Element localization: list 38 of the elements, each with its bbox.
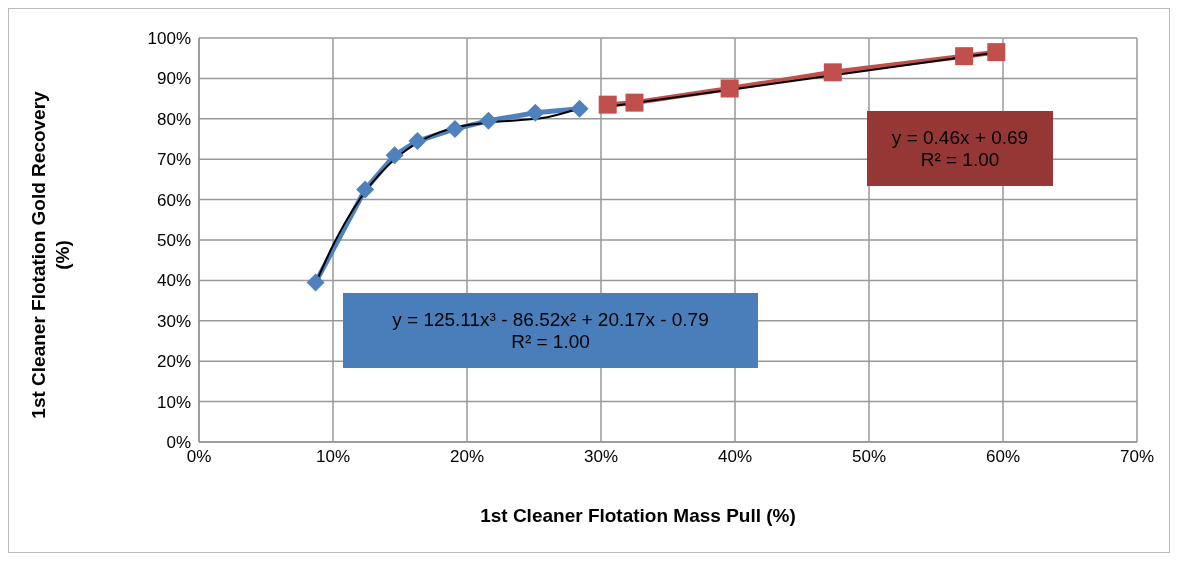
x-tick-label: 50% [851,447,887,467]
x-tick-label: 0% [186,447,212,467]
point [570,99,589,118]
point [598,95,617,114]
point [479,111,498,130]
point [625,93,644,112]
y-tick-label: 50% [156,231,191,251]
point [445,119,464,138]
y-tick-label: 70% [156,150,191,170]
y-tick-label: 30% [156,311,191,331]
y-tick-label: 80% [156,109,191,129]
x-tick-label: 10% [315,447,351,467]
point [385,146,404,165]
equation-box: y = 125.11x³ - 86.52x² + 20.17x - 0.79 R² = 1.00 [343,293,758,368]
y-tick-label: 40% [156,271,191,291]
y-tick-label: 100% [147,29,191,49]
x-tick-label: 40% [717,447,753,467]
x-tick-label: 60% [985,447,1021,467]
x-axis-title: 1st Cleaner Flotation Mass Pull (%) [479,505,797,527]
point [955,47,974,66]
y-tick-label: 10% [156,392,191,412]
point [823,63,842,82]
point [306,273,325,292]
point [720,79,739,98]
x-tick-label: 20% [449,447,485,467]
y-axis-title: 1st Cleaner Flotation Gold Recovery (%) [28,90,73,419]
point [408,132,427,151]
equation-box: y = 0.46x + 0.69 R² = 1.00 [867,111,1053,186]
x-tick-label: 70% [1119,447,1155,467]
point [987,43,1006,62]
point [356,180,375,199]
annotation: y = 0.46x + 0.69 R² = 1.00 [891,126,1029,171]
x-tick-label: 30% [583,447,619,467]
y-tick-label: 20% [156,352,191,372]
point [526,103,545,122]
y-tick-label: 90% [156,69,191,89]
y-tick-label: 60% [156,190,191,210]
annotation: y = 125.11x³ - 86.52x² + 20.17x - 0.79 R² = 1.00 [392,308,709,353]
